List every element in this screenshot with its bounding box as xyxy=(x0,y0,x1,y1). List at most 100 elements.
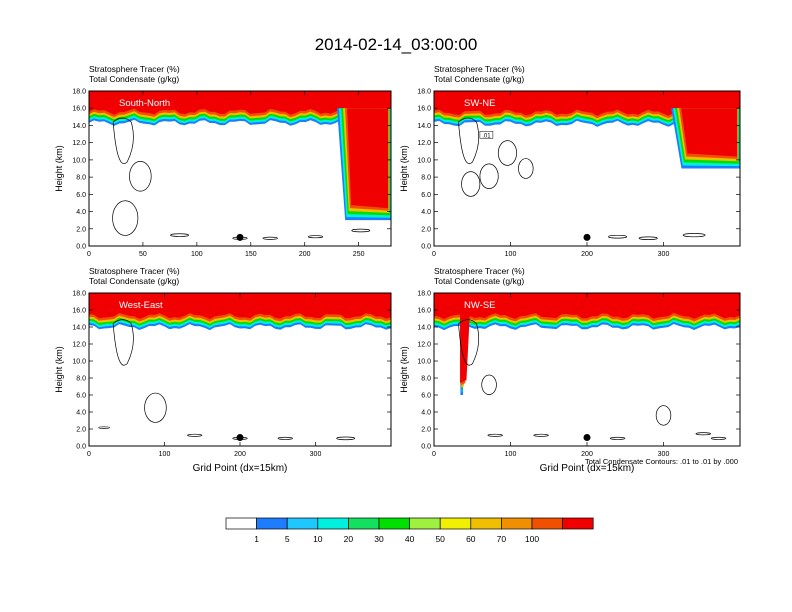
panel-title-line1: Stratosphere Tracer (%) xyxy=(434,266,525,276)
condensate-contour xyxy=(458,117,480,164)
condensate-contour xyxy=(336,436,356,441)
panel-label: South-North xyxy=(119,98,170,109)
colorbar-label: 70 xyxy=(497,534,507,544)
location-marker xyxy=(236,233,244,241)
panel-nw-se: Stratosphere Tracer (%)Total Condensate … xyxy=(399,266,741,474)
y-tick-label: 12.0 xyxy=(417,140,431,147)
y-tick-label: 4.0 xyxy=(76,209,86,216)
colorbar-swatch xyxy=(439,517,472,530)
condensate-contour xyxy=(481,374,497,395)
x-tick-label: 200 xyxy=(299,251,311,258)
condensate-contour xyxy=(277,436,293,440)
panel-title-line2: Total Condensate (g/kg) xyxy=(434,276,524,286)
contour-label: .01 xyxy=(479,131,494,139)
colorbar-label: 1 xyxy=(254,534,259,544)
y-tick-label: 14.0 xyxy=(72,123,86,130)
colorbar-swatch xyxy=(256,517,288,530)
panel-west-east: Stratosphere Tracer (%)Total Condensate … xyxy=(54,266,392,474)
y-tick-label: 2.0 xyxy=(76,427,86,434)
y-tick-label: 16.0 xyxy=(72,106,86,113)
condensate-contour xyxy=(608,234,628,239)
panel-title-line1: Stratosphere Tracer (%) xyxy=(89,266,180,276)
y-tick-label: 0.0 xyxy=(421,444,431,451)
panel-sw-ne: Stratosphere Tracer (%)Total Condensate … xyxy=(399,64,741,258)
colorbar-swatch xyxy=(225,517,257,530)
x-tick-label: 200 xyxy=(581,251,593,258)
plot-area: .01 xyxy=(434,91,740,246)
y-tick-label: 18.0 xyxy=(72,89,86,96)
y-tick-label: 16.0 xyxy=(72,308,86,315)
y-tick-label: 6.0 xyxy=(76,393,86,400)
condensate-contour xyxy=(638,236,658,240)
colorbar-swatch xyxy=(378,517,410,530)
contour-label-box xyxy=(479,131,494,139)
colorbar-swatch xyxy=(348,517,380,530)
y-tick-label: 6.0 xyxy=(421,393,431,400)
colorbar-swatch xyxy=(286,517,319,530)
x-tick-label: 200 xyxy=(581,451,593,458)
intrusion-layer xyxy=(681,108,737,157)
plot-area xyxy=(434,293,740,446)
x-axis-label: Grid Point (dx=15km) xyxy=(540,463,635,474)
colorbar-label: 60 xyxy=(466,534,476,544)
panel-label: NW-SE xyxy=(464,300,496,311)
condensate-contour xyxy=(112,117,134,164)
plot-frame xyxy=(88,90,392,247)
condensate-contour xyxy=(533,433,549,437)
condensate-contour xyxy=(351,228,371,233)
colorbar-label: 5 xyxy=(285,534,290,544)
figure-title: 2014-02-14_03:00:00 xyxy=(315,35,478,54)
plot-area xyxy=(89,91,391,246)
y-tick-label: 6.0 xyxy=(76,192,86,199)
condensate-contour xyxy=(458,319,480,366)
condensate-contour xyxy=(262,236,278,240)
y-tick-label: 2.0 xyxy=(421,226,431,233)
condensate-contour xyxy=(112,319,134,366)
contour-footnote: Total Condensate Contours: .01 to .01 by… xyxy=(585,457,738,466)
x-tick-label: 250 xyxy=(353,251,365,258)
x-tick-label: 100 xyxy=(159,451,171,458)
colorbar-swatch xyxy=(470,517,502,530)
tracer-band xyxy=(89,91,391,115)
colorbar-label: 30 xyxy=(374,534,384,544)
colorbar-label: 20 xyxy=(344,534,354,544)
condensate-contour xyxy=(609,436,626,440)
condensate-contour xyxy=(682,233,706,238)
x-tick-label: 0 xyxy=(87,451,91,458)
x-tick-label: 300 xyxy=(658,251,670,258)
condensate-contour xyxy=(497,140,517,166)
y-axis-label: Height (km) xyxy=(399,145,409,192)
y-axis-label: Height (km) xyxy=(54,346,64,393)
panel-title-line1: Stratosphere Tracer (%) xyxy=(434,64,525,74)
y-tick-label: 12.0 xyxy=(72,342,86,349)
x-tick-label: 0 xyxy=(432,451,436,458)
x-tick-label: 100 xyxy=(505,451,517,458)
y-tick-label: 10.0 xyxy=(417,157,431,164)
x-tick-label: 0 xyxy=(87,251,91,258)
y-tick-label: 14.0 xyxy=(72,325,86,332)
x-tick-label: 150 xyxy=(245,251,257,258)
y-tick-label: 2.0 xyxy=(421,427,431,434)
tracer-band xyxy=(434,293,740,320)
colorbar-swatch xyxy=(562,517,594,530)
plot-area xyxy=(89,293,391,446)
panel-title-line2: Total Condensate (g/kg) xyxy=(89,276,179,286)
y-tick-label: 12.0 xyxy=(417,342,431,349)
y-tick-label: 14.0 xyxy=(417,325,431,332)
condensate-contour xyxy=(518,158,534,179)
colorbar-label: 100 xyxy=(525,534,539,544)
y-tick-label: 16.0 xyxy=(417,106,431,113)
y-tick-label: 10.0 xyxy=(72,359,86,366)
y-axis-label: Height (km) xyxy=(399,346,409,393)
y-tick-label: 6.0 xyxy=(421,192,431,199)
y-tick-label: 8.0 xyxy=(421,376,431,383)
colorbar-label: 10 xyxy=(313,534,323,544)
colorbar-swatch xyxy=(531,517,563,530)
colorbar: 1 5 10 20 30 40 50 60 70 100 xyxy=(225,517,594,544)
y-tick-label: 0.0 xyxy=(76,444,86,451)
condensate-contour xyxy=(170,233,190,237)
tracer-band xyxy=(89,293,391,320)
y-tick-label: 8.0 xyxy=(76,175,86,182)
location-marker xyxy=(236,434,244,441)
condensate-contour xyxy=(479,163,499,190)
